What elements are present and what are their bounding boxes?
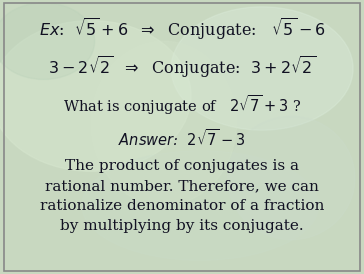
Text: $\mathit{Ex}$:  $\sqrt{5}+6$  $\Rightarrow$  Conjugate:   $\sqrt{5}-6$: $\mathit{Ex}$: $\sqrt{5}+6$ $\Rightarrow…	[39, 16, 325, 42]
Ellipse shape	[228, 116, 355, 240]
Ellipse shape	[0, 3, 95, 79]
Ellipse shape	[171, 7, 353, 130]
Text: What is conjugate of   $2\sqrt{7}+3$ ?: What is conjugate of $2\sqrt{7}+3$ ?	[63, 93, 301, 118]
Text: $3-2\sqrt{2}$  $\Rightarrow$  Conjugate:  $3+2\sqrt{2}$: $3-2\sqrt{2}$ $\Rightarrow$ Conjugate: $…	[48, 54, 316, 80]
Ellipse shape	[0, 21, 191, 171]
Text: $\mathit{Answer}$:  $2\sqrt{7}-3$: $\mathit{Answer}$: $2\sqrt{7}-3$	[118, 128, 246, 149]
Text: The product of conjugates is a
rational number. Therefore, we can
rationalize de: The product of conjugates is a rational …	[40, 159, 324, 233]
Ellipse shape	[91, 41, 237, 206]
Ellipse shape	[82, 151, 318, 260]
